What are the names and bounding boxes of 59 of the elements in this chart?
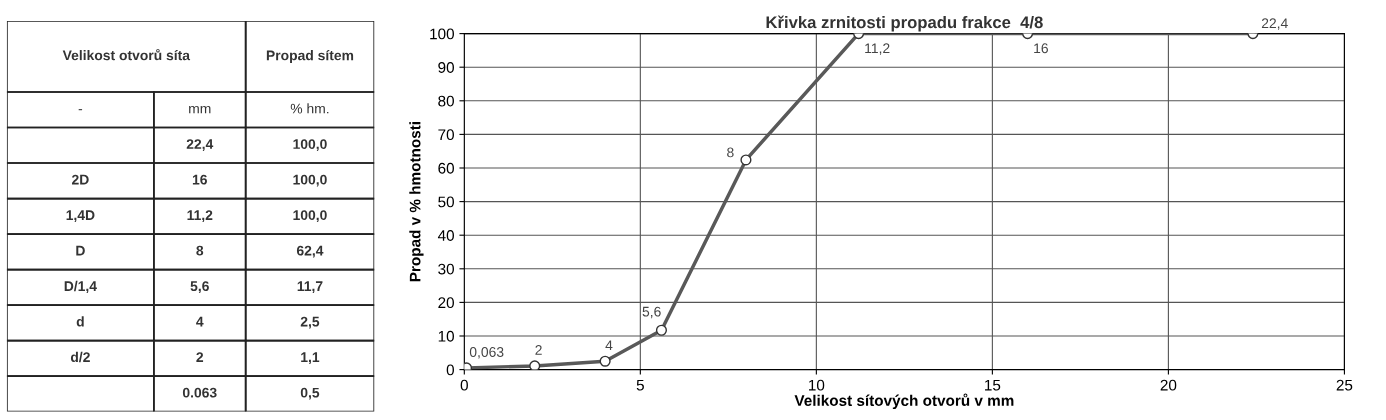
text: 8 [196,245,204,256]
text: Propad sítem [266,49,354,64]
point [529,360,541,370]
y-tick-label: 90 [438,62,454,73]
text: 22,4 [186,139,214,152]
annotation: 5,6 [642,306,661,319]
x-tick-label: 0 [460,379,468,391]
point [599,355,611,367]
annotation: 22,4 [1261,18,1288,30]
text: 1,1 [301,352,320,365]
text: 0.063 [182,387,217,398]
category-label: 2D [71,174,89,185]
text: 2,5 [300,316,320,329]
text: Velikost otvorů síta [62,48,191,61]
x-tick-label: 20 [1160,379,1177,391]
text: % hm. [290,103,329,114]
text: 16 [192,174,207,185]
y-tick-label: 10 [438,330,454,342]
text: 2 [196,352,204,362]
text: 5,6 [190,281,209,294]
y-tick-label: 20 [438,297,454,309]
text: 11,2 [187,210,213,223]
category-label: d/2 [70,351,90,363]
y-tick-label: 60 [438,162,454,174]
y-tick-label: 70 [438,129,454,141]
text: 4 [196,316,204,327]
annotation: 2 [535,345,542,355]
chart-title: Křivka zrnitosti propadu frakce 4/8 [766,15,1043,32]
annotation: 11,2 [865,43,890,55]
y-tick-label: 0 [446,364,454,376]
text: 100,0 [293,210,327,223]
y-tick-label: 100 [430,28,454,40]
x-tick-label: 5 [636,379,644,391]
text: 100,0 [293,139,327,152]
point [655,324,668,336]
point [740,154,752,166]
annotation: 4 [605,340,613,351]
annotation: 8 [727,147,734,158]
category-label: - [78,109,83,111]
y-tick-label: 40 [437,230,454,241]
y-axis-title: Propad v % hmotnosti [409,122,424,282]
annotation: 16 [1034,43,1048,54]
category-label: d [76,316,84,327]
annotation: 0,063 [469,347,504,359]
text: 62,4 [296,245,324,258]
category-label: 1,4D [66,210,95,223]
y-tick-label: 50 [438,196,454,208]
y-tick-label: 80 [438,95,454,107]
category-label: D [76,245,85,256]
text: 0,5 [300,387,320,400]
x-tick-label: 15 [985,379,1001,391]
text: mm [189,105,211,114]
text: 11,7 [297,281,323,294]
x-axis-title: Velikost sítových otvorů v mm [794,393,1014,409]
y-tick-label: 30 [438,263,454,275]
x-tick-label: 10 [809,379,825,391]
category-label: D/1,4 [64,280,97,294]
text: 100,0 [293,174,327,187]
x-tick-label: 25 [1336,379,1353,391]
